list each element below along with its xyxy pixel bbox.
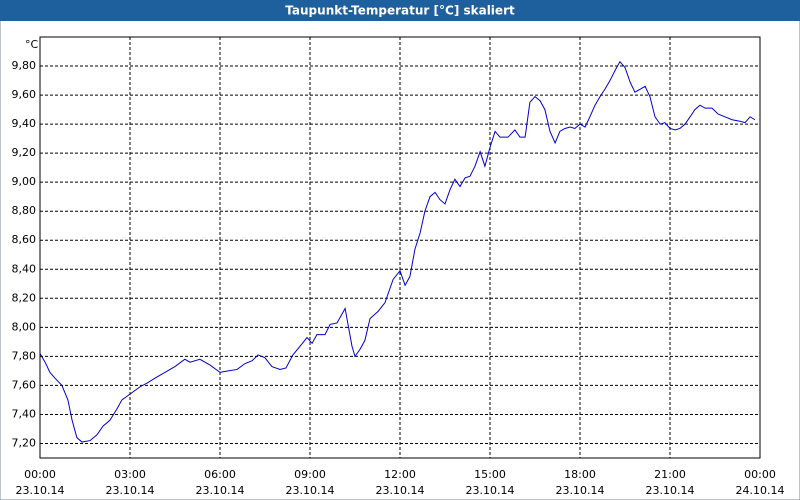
y-tick-label: 8,40 — [12, 262, 37, 275]
y-tick-label: 8,20 — [12, 291, 37, 304]
x-tick-date: 23.10.14 — [376, 484, 425, 497]
y-tick-label: 7,60 — [12, 378, 37, 391]
x-tick-date: 23.10.14 — [106, 484, 155, 497]
x-tick-date: 23.10.14 — [286, 484, 335, 497]
y-tick-label: 9,40 — [12, 117, 37, 130]
y-tick-label: 9,80 — [12, 59, 37, 72]
x-tick-label: 06:00 — [204, 468, 236, 481]
x-tick-date: 23.10.14 — [466, 484, 515, 497]
y-tick-label: 8,80 — [12, 204, 37, 217]
x-tick-date: 24.10.14 — [736, 484, 785, 497]
x-tick-label: 18:00 — [564, 468, 596, 481]
x-tick-date: 23.10.14 — [16, 484, 65, 497]
y-tick-label: 9,00 — [12, 175, 37, 188]
y-tick-label: 8,00 — [12, 320, 37, 333]
x-tick-date: 23.10.14 — [646, 484, 695, 497]
x-tick-label: 00:00 — [744, 468, 776, 481]
x-tick-label: 03:00 — [114, 468, 146, 481]
title-bar — [0, 0, 800, 21]
y-tick-label: 7,80 — [12, 349, 37, 362]
y-tick-label: 9,20 — [12, 146, 37, 159]
y-axis-unit: °C — [25, 38, 39, 51]
y-tick-label: 8,60 — [12, 233, 37, 246]
x-tick-label: 21:00 — [654, 468, 686, 481]
x-tick-label: 15:00 — [474, 468, 506, 481]
x-tick-date: 23.10.14 — [196, 484, 245, 497]
x-tick-label: 00:00 — [24, 468, 56, 481]
y-tick-label: 7,20 — [12, 436, 37, 449]
x-tick-label: 09:00 — [294, 468, 326, 481]
y-tick-label: 7,40 — [12, 407, 37, 420]
x-tick-date: 23.10.14 — [556, 484, 605, 497]
x-tick-label: 12:00 — [384, 468, 416, 481]
y-tick-label: 9,60 — [12, 88, 37, 101]
chart-title: Taupunkt-Temperatur [°C] skaliert — [285, 4, 515, 18]
data-line — [39, 60, 756, 443]
